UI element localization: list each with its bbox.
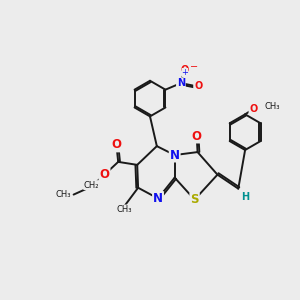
Text: N: N xyxy=(153,192,163,205)
Text: O: O xyxy=(249,104,258,114)
Text: H: H xyxy=(241,192,249,202)
Text: O: O xyxy=(111,138,122,152)
Text: CH₂: CH₂ xyxy=(84,181,99,190)
Text: CH₃: CH₃ xyxy=(116,205,132,214)
Text: N: N xyxy=(177,78,185,88)
Text: +: + xyxy=(182,68,188,77)
Text: CH₃: CH₃ xyxy=(55,190,70,199)
Text: O: O xyxy=(192,130,202,142)
Text: −: − xyxy=(190,62,199,72)
Text: O: O xyxy=(180,65,189,75)
Text: O: O xyxy=(194,81,202,91)
Text: N: N xyxy=(170,148,180,162)
Text: CH₃: CH₃ xyxy=(265,102,280,111)
Text: S: S xyxy=(190,193,199,206)
Text: O: O xyxy=(100,168,110,181)
